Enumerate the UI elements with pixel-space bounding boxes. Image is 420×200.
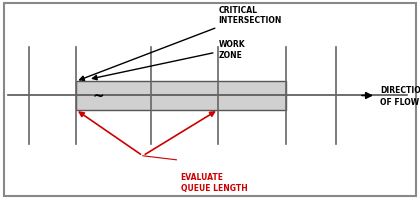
Text: CRITICAL
INTERSECTION: CRITICAL INTERSECTION bbox=[80, 6, 282, 81]
Text: DIRECTION
OF FLOW: DIRECTION OF FLOW bbox=[380, 86, 420, 106]
Text: ~: ~ bbox=[93, 89, 105, 103]
Text: WORK
ZONE: WORK ZONE bbox=[92, 40, 245, 80]
Text: EVALUATE
QUEUE LENGTH: EVALUATE QUEUE LENGTH bbox=[181, 172, 247, 192]
Bar bbox=[76, 82, 286, 110]
